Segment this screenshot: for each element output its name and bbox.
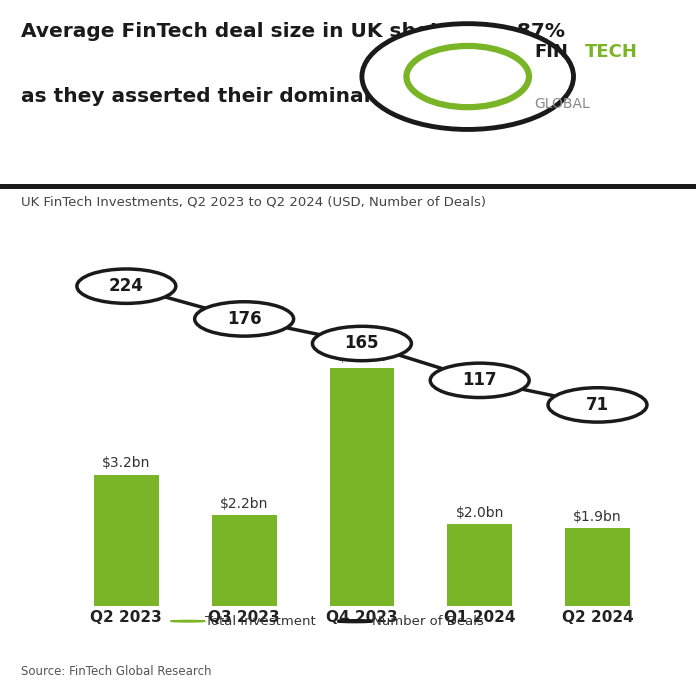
Circle shape <box>362 24 574 129</box>
Text: Number of Deals: Number of Deals <box>372 615 484 628</box>
Text: UK FinTech Investments, Q2 2023 to Q2 2024 (USD, Number of Deals): UK FinTech Investments, Q2 2023 to Q2 20… <box>21 196 486 208</box>
Text: 117: 117 <box>462 372 497 389</box>
Circle shape <box>171 620 205 622</box>
Text: $2.0bn: $2.0bn <box>455 505 504 519</box>
Circle shape <box>313 326 411 361</box>
Bar <box>212 516 276 606</box>
Text: GLOBAL: GLOBAL <box>535 97 590 111</box>
Text: as they asserted their dominance in Europe: as they asserted their dominance in Euro… <box>21 87 519 106</box>
Text: $5.8bn: $5.8bn <box>338 350 386 364</box>
Circle shape <box>77 269 176 303</box>
Circle shape <box>548 388 647 422</box>
Bar <box>448 523 512 606</box>
Circle shape <box>338 620 372 622</box>
Circle shape <box>406 46 529 107</box>
Text: 176: 176 <box>227 310 262 328</box>
Text: 224: 224 <box>109 277 144 295</box>
Bar <box>94 475 159 606</box>
Text: TECH: TECH <box>585 42 638 61</box>
Text: $1.9bn: $1.9bn <box>574 509 622 523</box>
Text: 165: 165 <box>345 335 379 352</box>
Text: $2.2bn: $2.2bn <box>220 498 269 512</box>
Bar <box>329 368 395 606</box>
Circle shape <box>195 302 294 336</box>
Bar <box>565 528 630 606</box>
Text: Source: FinTech Global Research: Source: FinTech Global Research <box>21 665 212 678</box>
Text: Total Investment: Total Investment <box>205 615 316 628</box>
Text: FIN: FIN <box>535 42 569 61</box>
Text: $3.2bn: $3.2bn <box>102 457 150 470</box>
Text: 71: 71 <box>586 396 609 414</box>
Circle shape <box>430 363 529 397</box>
Text: Average FinTech deal size in UK shot up by 87%: Average FinTech deal size in UK shot up … <box>21 22 565 40</box>
